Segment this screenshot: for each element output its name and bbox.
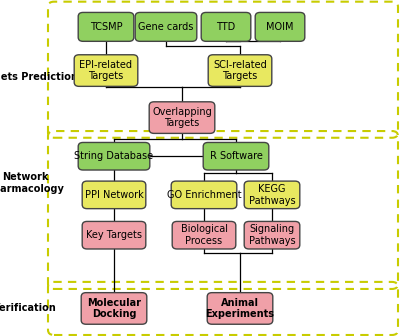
FancyBboxPatch shape	[82, 181, 146, 209]
Text: Targets Prediction: Targets Prediction	[0, 72, 78, 82]
Text: Molecular
Docking: Molecular Docking	[87, 298, 141, 319]
Text: SCI-related
Targets: SCI-related Targets	[213, 60, 267, 81]
Text: EPI-related
Targets: EPI-related Targets	[80, 60, 132, 81]
Text: Network
Pharmacology: Network Pharmacology	[0, 172, 64, 194]
FancyBboxPatch shape	[201, 12, 251, 41]
FancyBboxPatch shape	[203, 142, 269, 170]
FancyBboxPatch shape	[255, 12, 305, 41]
FancyBboxPatch shape	[208, 55, 272, 86]
Text: KEGG
Pathways: KEGG Pathways	[249, 184, 295, 206]
Text: GO Enrichment: GO Enrichment	[167, 190, 241, 200]
FancyBboxPatch shape	[78, 142, 150, 170]
Text: Animal
Experiments: Animal Experiments	[206, 298, 274, 319]
Text: Key Targets: Key Targets	[86, 230, 142, 240]
Text: PPI Network: PPI Network	[85, 190, 143, 200]
FancyBboxPatch shape	[207, 293, 273, 324]
Text: R Software: R Software	[210, 151, 262, 161]
Text: TTD: TTD	[216, 22, 236, 32]
FancyBboxPatch shape	[81, 293, 147, 324]
Text: Overlapping
Targets: Overlapping Targets	[152, 107, 212, 128]
Text: TCSMP: TCSMP	[90, 22, 122, 32]
Text: MOIM: MOIM	[266, 22, 294, 32]
FancyBboxPatch shape	[244, 181, 300, 209]
FancyBboxPatch shape	[78, 12, 134, 41]
Text: Gene cards: Gene cards	[138, 22, 194, 32]
FancyBboxPatch shape	[172, 221, 236, 249]
FancyBboxPatch shape	[74, 55, 138, 86]
FancyBboxPatch shape	[244, 221, 300, 249]
FancyBboxPatch shape	[82, 221, 146, 249]
FancyBboxPatch shape	[171, 181, 237, 209]
FancyBboxPatch shape	[149, 102, 215, 133]
Text: String Database: String Database	[74, 151, 154, 161]
FancyBboxPatch shape	[135, 12, 197, 41]
Text: Signaling
Pathways: Signaling Pathways	[249, 224, 295, 246]
Text: Verification: Verification	[0, 303, 57, 313]
Text: Biological
Process: Biological Process	[180, 224, 228, 246]
